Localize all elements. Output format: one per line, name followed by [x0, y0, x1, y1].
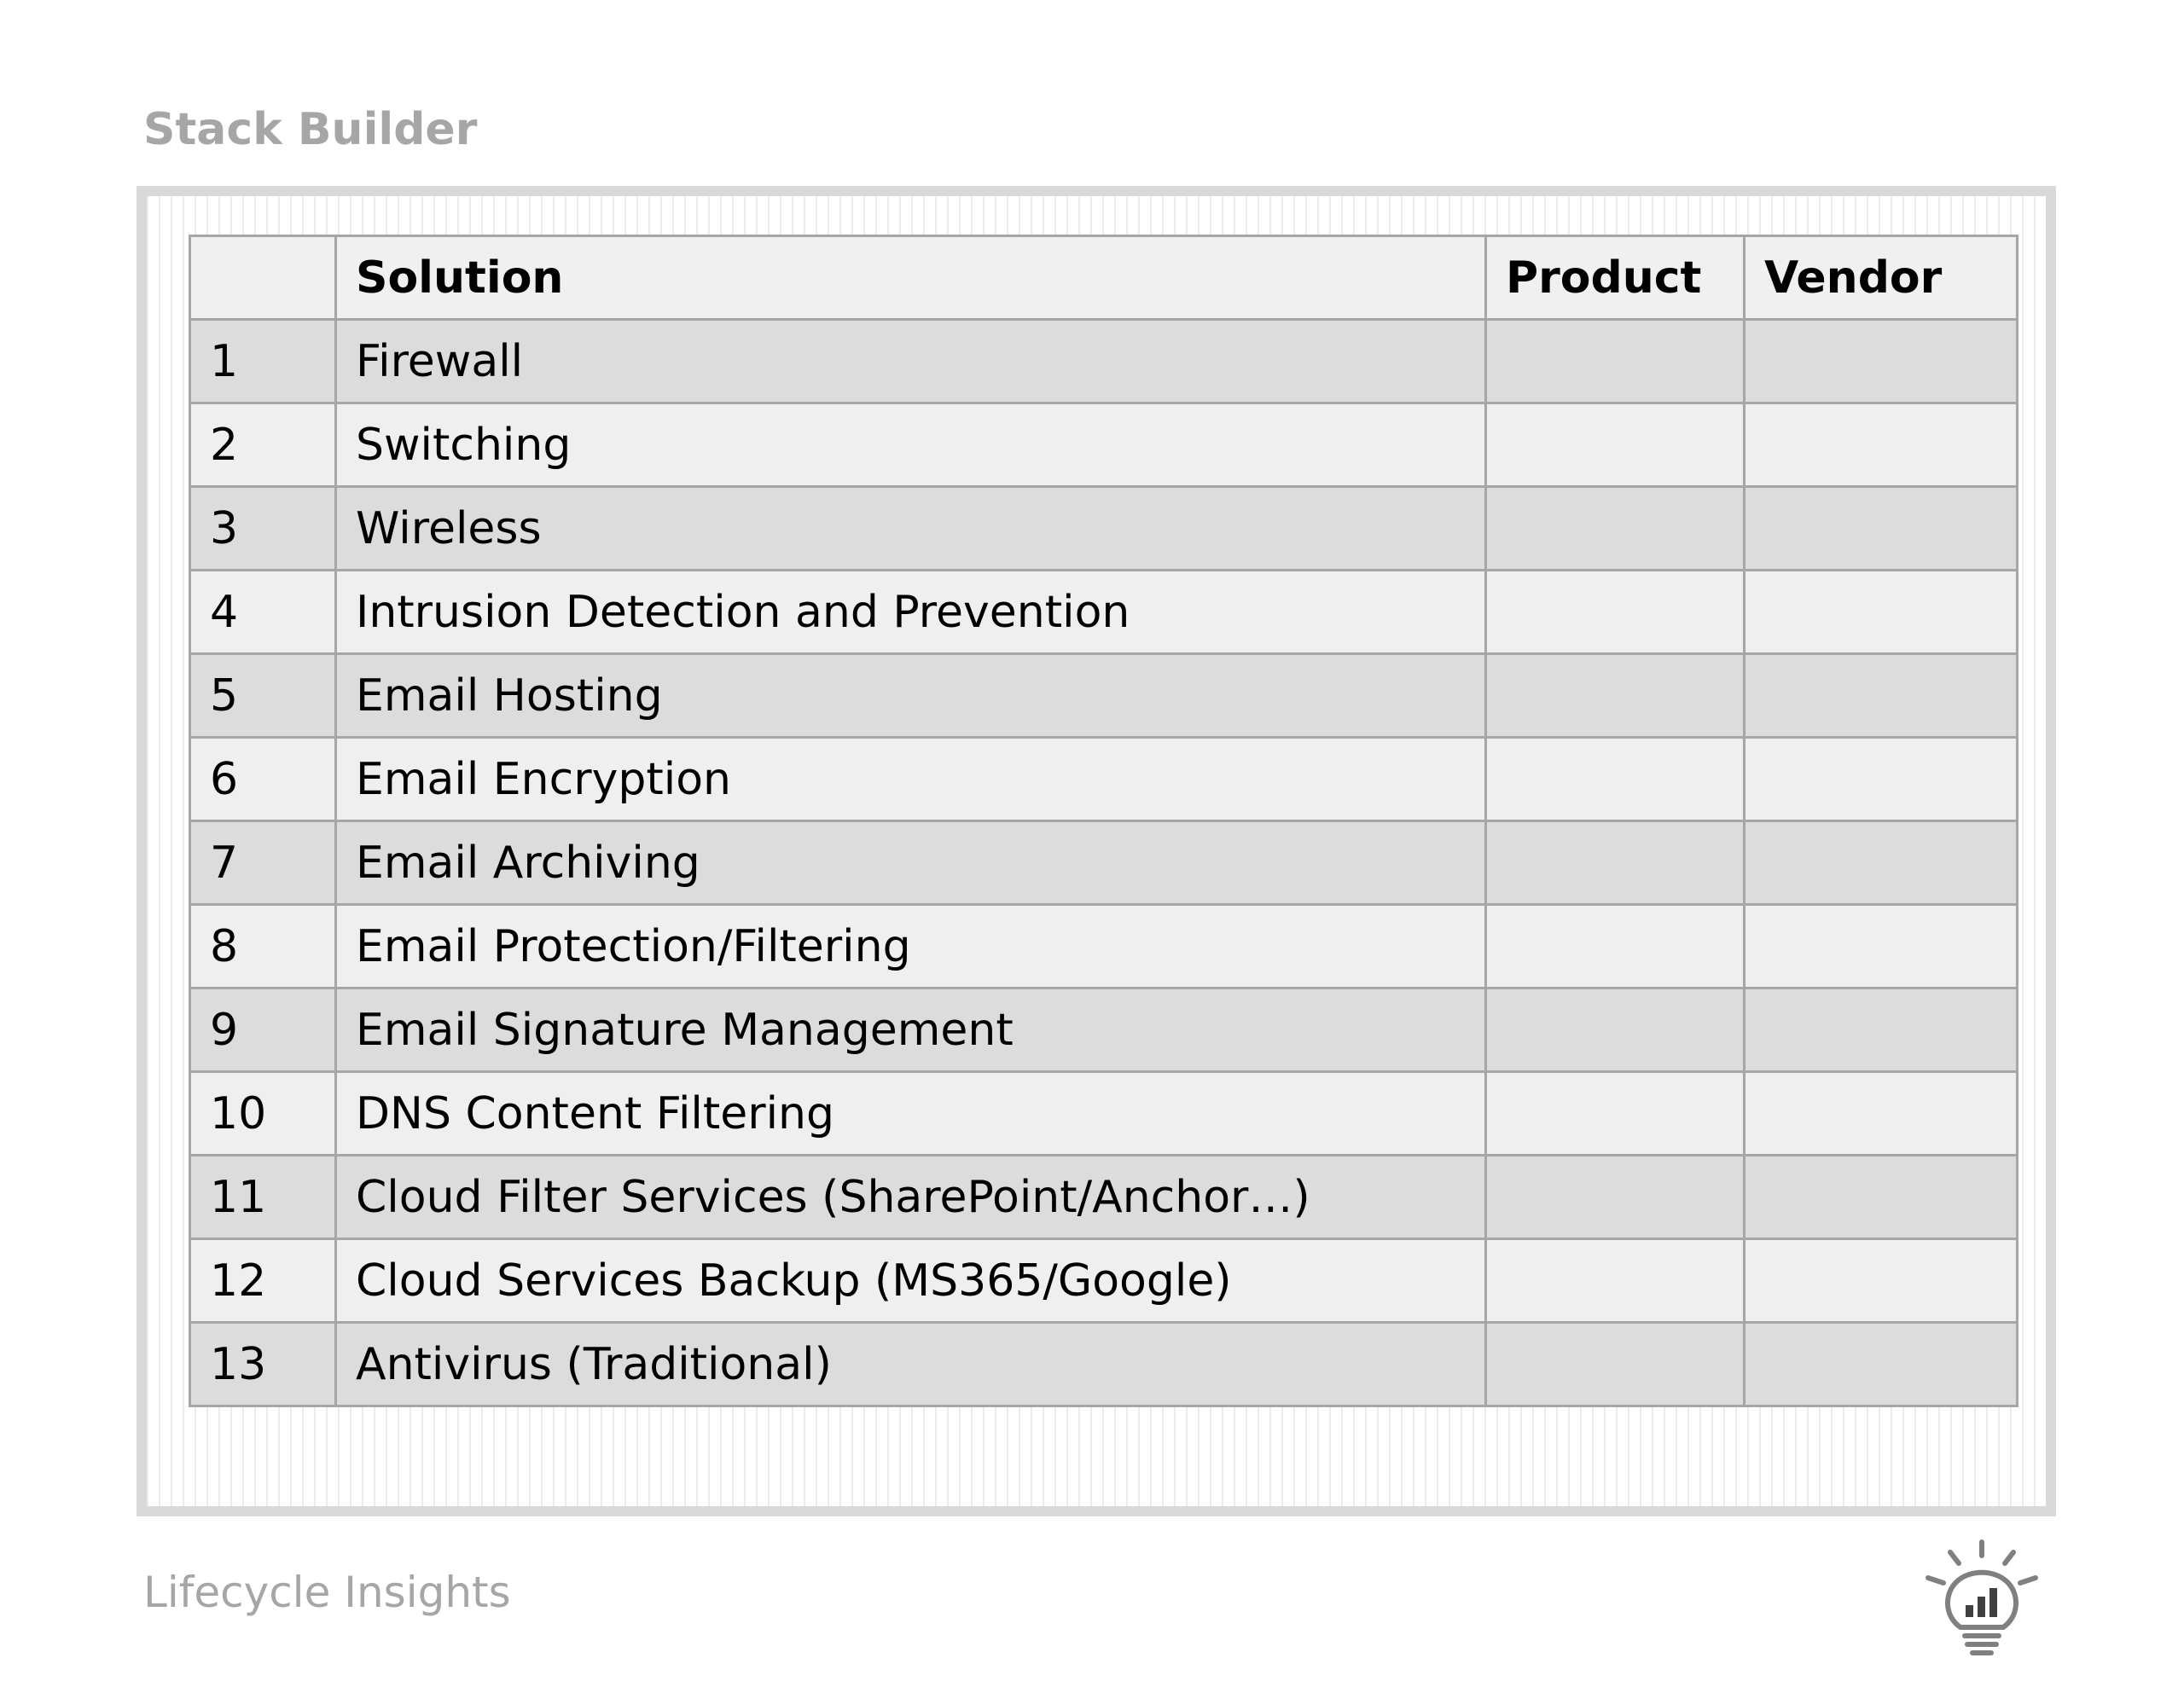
vendor-cell[interactable] [1743, 1238, 2018, 1324]
product-cell[interactable] [1484, 1238, 1745, 1324]
product-cell[interactable] [1484, 1154, 1745, 1240]
table-row: 3 Wireless [189, 485, 2018, 571]
solution-cell: Firewall [334, 318, 1487, 404]
product-cell[interactable] [1484, 987, 1745, 1073]
row-number-cell: 4 [189, 569, 337, 655]
vendor-cell[interactable] [1743, 1154, 2018, 1240]
lightbulb-chart-icon [1926, 1539, 2038, 1655]
table-row: 10 DNS Content Filtering [189, 1070, 2018, 1157]
row-number-cell: 10 [189, 1070, 337, 1157]
solution-cell: Intrusion Detection and Prevention [334, 569, 1487, 655]
table-row: 1 Firewall [189, 318, 2018, 404]
page-title: Stack Builder [143, 104, 478, 155]
table-row: 11 Cloud Filter Services (SharePoint/Anch… [189, 1154, 2018, 1240]
product-cell[interactable] [1484, 903, 1745, 989]
solution-cell: Antivirus (Traditional) [334, 1321, 1487, 1407]
column-header-solution: Solution [334, 235, 1487, 321]
column-header-product: Product [1484, 235, 1745, 321]
product-cell[interactable] [1484, 485, 1745, 571]
row-number-cell: 1 [189, 318, 337, 404]
table-row: 13 Antivirus (Traditional) [189, 1321, 2018, 1407]
product-cell[interactable] [1484, 652, 1745, 739]
product-cell[interactable] [1484, 402, 1745, 488]
solution-cell: Cloud Services Backup (MS365/Google) [334, 1238, 1487, 1324]
row-number-cell: 7 [189, 820, 337, 906]
table-header-row: Solution Product Vendor [189, 235, 2018, 321]
vendor-cell[interactable] [1743, 318, 2018, 404]
product-cell[interactable] [1484, 1321, 1745, 1407]
table-row: 7 Email Archiving [189, 820, 2018, 906]
row-number-cell: 13 [189, 1321, 337, 1407]
vendor-cell[interactable] [1743, 1070, 2018, 1157]
vendor-cell[interactable] [1743, 652, 2018, 739]
table-row: 8 Email Protection/Filtering [189, 903, 2018, 989]
vendor-cell[interactable] [1743, 987, 2018, 1073]
stack-table: Solution Product Vendor 1 Firewall 2 Switch… [189, 235, 2018, 1407]
row-number-cell: 11 [189, 1154, 337, 1240]
row-number-cell: 6 [189, 736, 337, 822]
table-row: 9 Email Signature Management [189, 987, 2018, 1073]
vendor-cell[interactable] [1743, 820, 2018, 906]
table-row: 12 Cloud Services Backup (MS365/Google) [189, 1238, 2018, 1324]
solution-cell: Email Protection/Filtering [334, 903, 1487, 989]
row-number-cell: 12 [189, 1238, 337, 1324]
solution-cell: Wireless [334, 485, 1487, 571]
vendor-cell[interactable] [1743, 903, 2018, 989]
row-number-cell: 2 [189, 402, 337, 488]
table-row: 2 Switching [189, 402, 2018, 488]
row-number-cell: 8 [189, 903, 337, 989]
stack-table-container: Solution Product Vendor 1 Firewall 2 Switch… [189, 235, 2018, 1407]
footer-brand: Lifecycle Insights [143, 1568, 511, 1617]
table-row: 6 Email Encryption [189, 736, 2018, 822]
solution-cell: Switching [334, 402, 1487, 488]
row-number-cell: 3 [189, 485, 337, 571]
row-number-cell: 9 [189, 987, 337, 1073]
vendor-cell[interactable] [1743, 402, 2018, 488]
column-header-vendor: Vendor [1743, 235, 2018, 321]
solution-cell: Email Signature Management [334, 987, 1487, 1073]
vendor-cell[interactable] [1743, 736, 2018, 822]
product-cell[interactable] [1484, 820, 1745, 906]
solution-cell: DNS Content Filtering [334, 1070, 1487, 1157]
solution-cell: Email Hosting [334, 652, 1487, 739]
solution-cell: Cloud Filter Services (SharePoint/Anchor… [334, 1154, 1487, 1240]
product-cell[interactable] [1484, 318, 1745, 404]
vendor-cell[interactable] [1743, 485, 2018, 571]
solution-cell: Email Archiving [334, 820, 1487, 906]
table-row: 5 Email Hosting [189, 652, 2018, 739]
product-cell[interactable] [1484, 569, 1745, 655]
product-cell[interactable] [1484, 1070, 1745, 1157]
column-header-number [189, 235, 337, 321]
solution-cell: Email Encryption [334, 736, 1487, 822]
product-cell[interactable] [1484, 736, 1745, 822]
table-row: 4 Intrusion Detection and Prevention [189, 569, 2018, 655]
vendor-cell[interactable] [1743, 569, 2018, 655]
row-number-cell: 5 [189, 652, 337, 739]
vendor-cell[interactable] [1743, 1321, 2018, 1407]
